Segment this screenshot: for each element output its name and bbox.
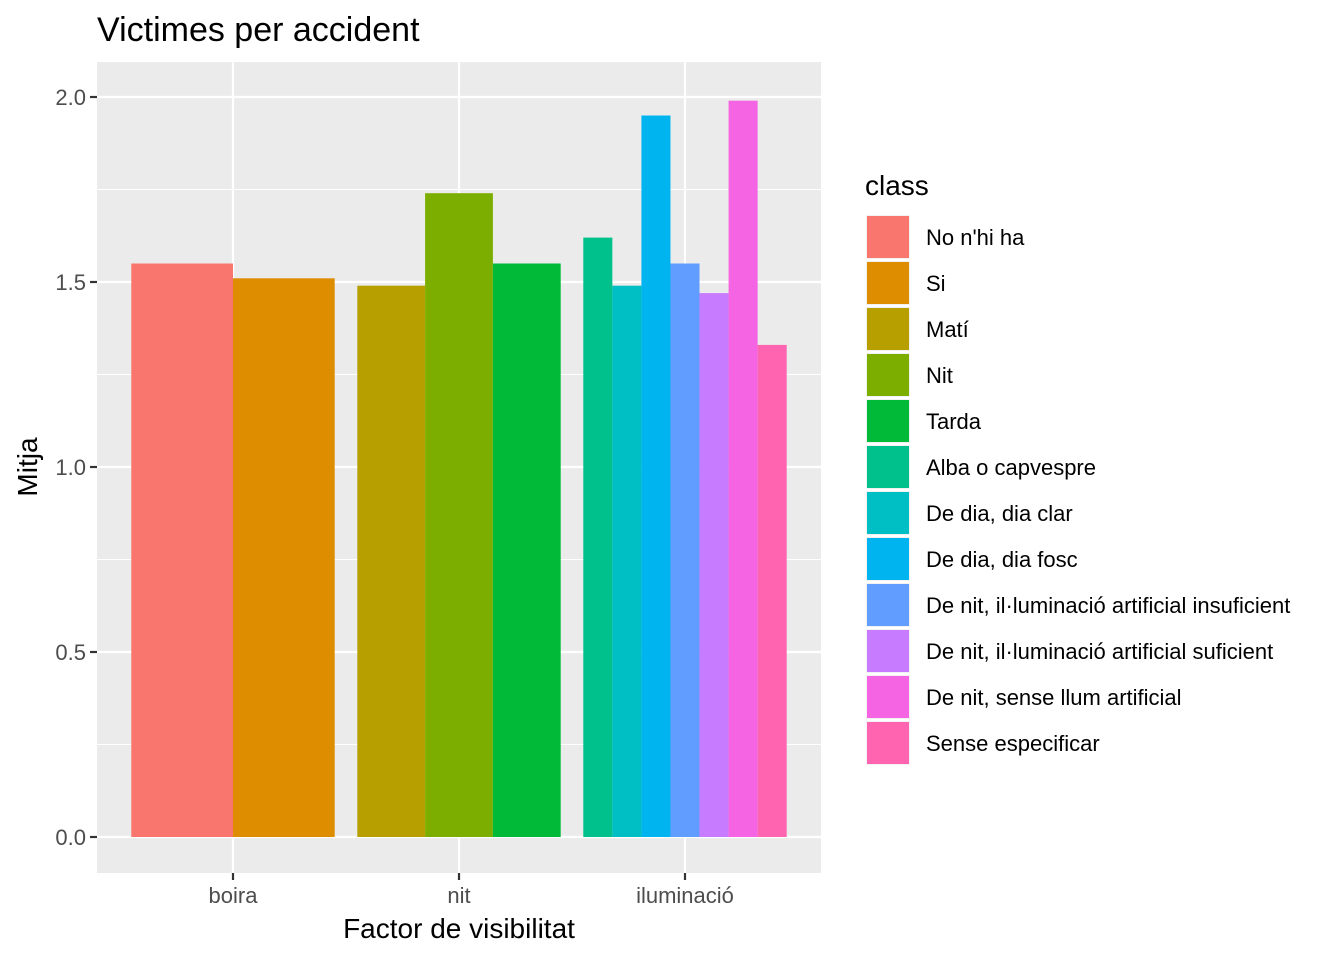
legend-label: Matí — [926, 317, 969, 342]
x-tick-label: iluminació — [636, 883, 734, 908]
y-tick-label: 1.5 — [55, 270, 86, 295]
legend-label: De nit, sense llum artificial — [926, 685, 1182, 710]
bar — [757, 344, 787, 837]
x-axis-title: Factor de visibilitat — [343, 913, 575, 944]
legend-label: De nit, il·luminació artificial insufici… — [926, 593, 1290, 618]
legend-swatch — [867, 262, 909, 304]
legend-label: Alba o capvespre — [926, 455, 1096, 480]
bar — [425, 193, 493, 837]
y-tick-label: 1.0 — [55, 455, 86, 480]
legend-label: Nit — [926, 363, 953, 388]
legend-label: De nit, il·luminació artificial suficien… — [926, 639, 1273, 664]
legend-swatch — [867, 446, 909, 488]
bar — [583, 237, 613, 838]
bar — [131, 263, 233, 837]
legend-swatch — [867, 354, 909, 396]
bar — [492, 263, 561, 837]
legend-label: Tarda — [926, 409, 982, 434]
x-tick-label: boira — [209, 883, 259, 908]
legend-label: Sense especificar — [926, 731, 1100, 756]
y-tick-label: 0.5 — [55, 640, 86, 665]
x-axis: boira nit iluminació — [209, 873, 734, 908]
legend-title: class — [865, 170, 929, 201]
legend-swatch — [867, 308, 909, 350]
legend-swatch — [867, 400, 909, 442]
legend-swatch — [867, 584, 909, 626]
bar — [699, 293, 729, 838]
y-axis-title: Mitja — [12, 437, 43, 497]
chart-title: Victimes per accident — [97, 11, 420, 49]
legend-swatch — [867, 676, 909, 718]
legend-label: De dia, dia fosc — [926, 547, 1078, 572]
bar — [641, 115, 671, 837]
bar — [357, 285, 426, 837]
legend-swatch — [867, 492, 909, 534]
legend-label: De dia, dia clar — [926, 501, 1073, 526]
legend-label: Si — [926, 271, 946, 296]
y-tick-label: 2.0 — [55, 85, 86, 110]
x-tick-label: nit — [447, 883, 470, 908]
y-axis: 0.0 0.5 1.0 1.5 2.0 — [55, 85, 97, 850]
bar — [612, 285, 642, 837]
legend: class No n'hi ha Si Matí Nit Tarda Alba o cap… — [865, 170, 1290, 765]
legend-swatch — [867, 722, 909, 764]
legend-swatch — [867, 630, 909, 672]
bars — [131, 100, 787, 838]
bar — [728, 100, 758, 837]
legend-label: No n'hi ha — [926, 225, 1025, 250]
y-tick-label: 0.0 — [55, 825, 86, 850]
bar — [233, 278, 335, 837]
legend-swatch — [867, 216, 909, 258]
legend-swatch — [867, 538, 909, 580]
bar — [670, 263, 700, 837]
